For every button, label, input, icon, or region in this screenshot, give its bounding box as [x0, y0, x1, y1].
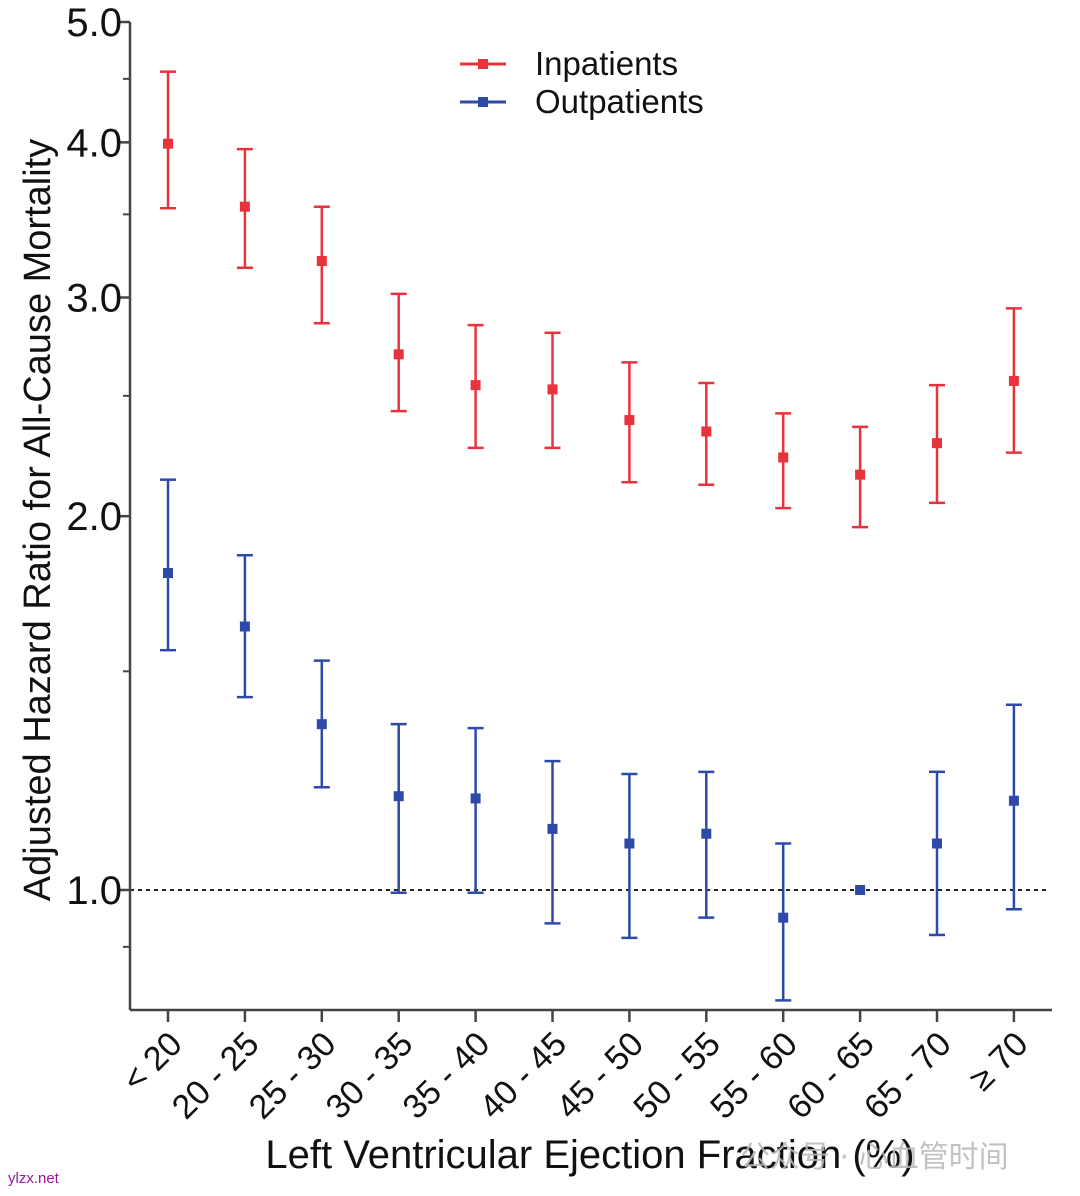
data-point: [855, 885, 866, 895]
series-outpatients: [160, 478, 1022, 1002]
data-point: [1008, 795, 1019, 806]
data-point: [701, 828, 712, 839]
data-point: [163, 138, 173, 149]
data-point: [624, 838, 635, 849]
legend-entry-inpatients: Inpatients: [460, 45, 678, 82]
legend-marker: [478, 97, 488, 107]
data-point: [393, 349, 404, 360]
data-point: [624, 415, 635, 426]
y-tick-label: 3.0: [66, 276, 122, 320]
y-axis-label: Adjusted Hazard Ratio for All-Cause Mort…: [17, 139, 59, 901]
data-point: [547, 384, 558, 395]
data-point: [316, 256, 327, 267]
data-point: [470, 380, 481, 391]
x-tick-label: 35 - 40: [396, 1025, 498, 1127]
y-tick-label: 1.0: [66, 869, 122, 913]
x-tick-label: 65 - 70: [857, 1025, 959, 1127]
legend-label: Outpatients: [535, 83, 704, 120]
data-point: [547, 823, 558, 834]
x-tick-label: 55 - 60: [703, 1025, 805, 1127]
x-axis-label: Left Ventricular Ejection Fraction (%): [265, 1133, 914, 1177]
y-tick-label: 4.0: [66, 121, 122, 165]
data-point: [316, 719, 327, 730]
y-tick-label: 5.0: [66, 1, 122, 45]
series-inpatients: [160, 70, 1022, 529]
data-point: [163, 567, 173, 578]
data-point: [393, 791, 404, 802]
x-tick-label: 40 - 45: [472, 1025, 574, 1127]
x-tick-label: 45 - 50: [549, 1025, 651, 1127]
x-tick-label: 60 - 65: [780, 1025, 882, 1127]
legend-label: Inpatients: [535, 45, 678, 82]
data-point: [701, 426, 712, 437]
data-point: [855, 469, 866, 480]
series-layer: [160, 70, 1022, 1002]
x-tick-label: ≥ 70: [962, 1025, 1035, 1098]
data-point: [778, 452, 789, 463]
data-point: [470, 793, 481, 804]
x-tick-label: 50 - 55: [626, 1025, 728, 1127]
data-point: [239, 621, 250, 632]
legend-entry-outpatients: Outpatients: [460, 83, 704, 120]
watermark-cn: 公众号 · 心血管时间: [740, 1140, 1009, 1175]
data-point: [239, 201, 250, 212]
legend-marker: [478, 59, 488, 69]
watermark-site: ylzx.net: [8, 1170, 59, 1187]
data-point: [932, 838, 942, 849]
x-tick-label: 20 - 25: [165, 1025, 267, 1127]
y-tick-label: 2.0: [66, 495, 122, 539]
data-point: [1008, 375, 1019, 386]
x-tick-label: 30 - 35: [319, 1025, 421, 1127]
data-point: [932, 438, 942, 449]
data-point: [778, 912, 789, 923]
x-tick-label: 25 - 30: [242, 1025, 344, 1127]
